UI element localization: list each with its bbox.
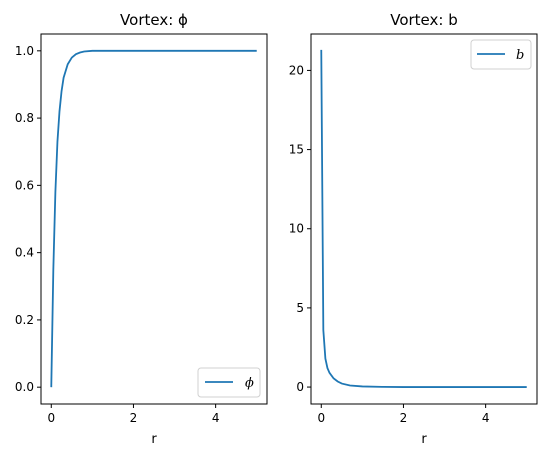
right-y-tick-label: 20 — [289, 63, 304, 77]
left-y-tick-label: 0.2 — [15, 313, 34, 327]
left-chart-title: Vortex: ϕ — [120, 11, 188, 29]
left-legend-label: ϕ — [245, 376, 254, 391]
right-chart-title: Vortex: b — [390, 11, 458, 29]
right-x-tick-label: 4 — [482, 411, 490, 425]
left-x-tick-label: 4 — [212, 411, 220, 425]
right-subplot: Vortex: b 0 2 4 0 5 10 15 20 r b — [289, 11, 537, 447]
right-x-tick-label: 0 — [317, 411, 325, 425]
right-y-tick-label: 5 — [296, 301, 304, 315]
left-x-tick-label: 2 — [130, 411, 138, 425]
left-legend: ϕ — [198, 368, 260, 397]
right-legend-label: b — [516, 48, 524, 63]
left-axes-frame — [41, 34, 267, 404]
left-y-tick-label: 1.0 — [15, 44, 34, 58]
right-y-tick-label: 15 — [289, 143, 304, 157]
left-x-axis-label: r — [151, 432, 157, 447]
left-series-line — [51, 51, 256, 387]
right-x-tick-label: 2 — [400, 411, 408, 425]
right-legend: b — [471, 40, 531, 69]
left-y-tick-label: 0.4 — [15, 246, 34, 260]
right-y-tick-label: 0 — [296, 380, 304, 394]
right-x-axis-label: r — [421, 432, 427, 447]
left-y-tick-label: 0.6 — [15, 178, 34, 192]
left-x-tick-label: 0 — [47, 411, 55, 425]
right-ticks: 0 2 4 0 5 10 15 20 — [289, 63, 490, 425]
left-ticks: 0 2 4 0.0 0.2 0.4 0.6 0.8 1.0 — [15, 44, 220, 425]
left-y-tick-label: 0.8 — [15, 111, 34, 125]
right-series-line — [321, 50, 526, 387]
right-y-tick-label: 10 — [289, 222, 304, 236]
right-axes-frame — [311, 34, 537, 404]
left-subplot: Vortex: ϕ 0 2 4 0.0 0.2 0.4 0.6 0.8 1.0 r ϕ — [15, 11, 267, 447]
left-y-tick-label: 0.0 — [15, 380, 34, 394]
